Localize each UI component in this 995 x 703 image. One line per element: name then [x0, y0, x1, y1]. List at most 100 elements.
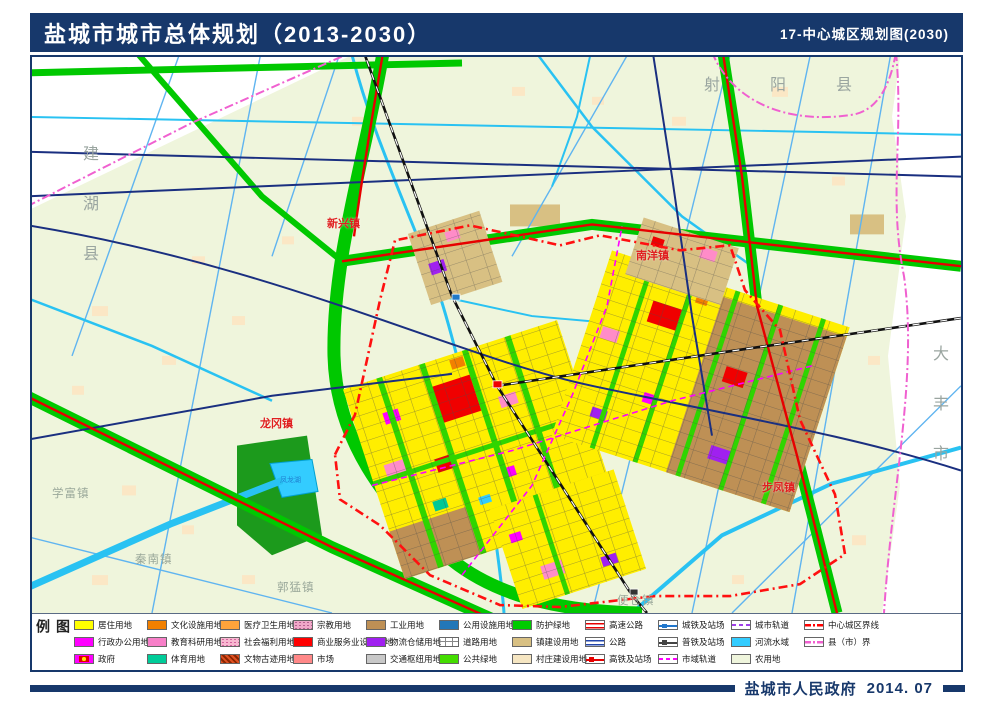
legend-item: 高铁及站场 — [585, 653, 658, 665]
legend-item-label: 政府 — [98, 653, 116, 664]
legend-item: 防护绿地 — [512, 619, 585, 631]
legend-swatch — [585, 620, 605, 631]
planning-map — [32, 57, 961, 613]
legend-item: 文物古迹用地 — [220, 653, 296, 665]
legend-item: 政府 — [74, 653, 147, 665]
legend-item-label: 市场 — [317, 653, 335, 664]
legend-item-label: 高铁及站场 — [609, 653, 652, 664]
legend-swatch — [658, 620, 678, 631]
legend-swatch — [804, 636, 824, 647]
legend-item-label: 道路用地 — [463, 636, 498, 647]
title-bar: 盐城市城市总体规划（2013-2030） 17-中心城区规划图(2030) — [30, 13, 963, 52]
legend-item: 市域轨道 — [658, 653, 731, 665]
legend-item: 行政办公用地 — [74, 636, 150, 648]
legend-item-label: 村庄建设用地 — [536, 653, 588, 664]
legend-swatch — [804, 620, 824, 631]
legend-item-label: 商业服务业设施用地 — [317, 636, 394, 647]
legend-item-label: 普铁及站场 — [682, 636, 725, 647]
legend-item: 市场 — [293, 653, 366, 665]
legend-item-label: 县（市）界 — [828, 636, 871, 647]
legend-item: 教育科研用地 — [147, 636, 222, 648]
legend-item: 道路用地 — [439, 636, 512, 648]
legend-swatch — [512, 653, 532, 664]
legend-item: 物流仓储用地 — [366, 636, 442, 648]
legend-swatch — [366, 620, 386, 631]
town-land-patch — [850, 214, 884, 235]
legend-item-label: 行政办公用地 — [98, 636, 150, 647]
legend-item: 医疗卫生用地 — [220, 619, 296, 631]
legend-item: 社会福利用地 — [220, 636, 296, 648]
legend-item-label: 医疗卫生用地 — [244, 620, 296, 631]
legend-item: 公用设施用地 — [439, 619, 515, 631]
legend-item-label: 中心城区界线 — [828, 620, 880, 631]
stations — [451, 293, 639, 596]
legend-item-label: 宗教用地 — [317, 620, 352, 631]
footer-date: 2014. 07 — [866, 679, 933, 697]
legend-swatch — [512, 636, 532, 647]
legend-swatch — [147, 636, 167, 647]
legend-swatch — [74, 653, 94, 664]
sheet-subtitle: 17-中心城区规划图(2030) — [779, 26, 949, 42]
legend-swatch — [74, 636, 94, 647]
legend-item: 体育用地 — [147, 653, 220, 665]
legend-swatch — [731, 636, 751, 647]
legend-item-label: 文物古迹用地 — [244, 653, 296, 664]
legend-item: 商业服务业设施用地 — [293, 636, 394, 648]
legend-item-label: 交通枢纽用地 — [390, 653, 442, 664]
legend-item: 镇建设用地 — [512, 636, 585, 648]
town-nanyang-fabric — [625, 217, 739, 306]
legend-swatch — [74, 620, 94, 631]
provincial-roads — [32, 57, 961, 472]
legend-swatch — [293, 620, 313, 631]
lake — [269, 459, 319, 498]
legend-item: 县（市）界 — [804, 636, 959, 648]
legend-swatch — [658, 636, 678, 647]
legend-swatch — [439, 653, 459, 664]
legend-swatch — [439, 636, 459, 647]
legend-item: 普铁及站场 — [658, 636, 731, 648]
legend-item: 农用地 — [731, 653, 804, 665]
rail-transit-lines — [371, 226, 813, 576]
legend-swatch — [147, 620, 167, 631]
page-title: 盐城市城市总体规划（2013-2030） — [44, 21, 432, 47]
legend-item-label: 城市轨道 — [755, 620, 790, 631]
legend-swatch — [147, 653, 167, 664]
city-east — [551, 250, 850, 513]
footer-publisher: 盐城市人民政府 — [744, 680, 857, 698]
map-frame: 建湖县 射阳县 大丰市 新兴镇 南洋镇 龙冈镇 步凤镇 学富镇 秦南镇 郭猛镇 … — [30, 55, 963, 672]
legend-item-label: 工业用地 — [390, 620, 425, 631]
legend-item-label: 公共绿地 — [463, 653, 498, 664]
legend-swatch — [220, 636, 240, 647]
legend-item-label: 居住用地 — [98, 620, 133, 631]
legend-swatch — [220, 620, 240, 631]
county-boundaries — [32, 57, 910, 613]
legend-grid: 居住用地行政办公用地 政府 文化设施用地教育科研用地体育用地 医疗卫生用地 社会福利用地… — [74, 617, 959, 667]
footer-rule — [30, 684, 735, 692]
legend-item-label: 体育用地 — [171, 653, 206, 664]
legend-item-label: 公用设施用地 — [463, 620, 515, 631]
legend-item-label: 公路 — [609, 636, 627, 647]
legend-item-label: 城铁及站场 — [682, 620, 725, 631]
legend-item-label: 文化设施用地 — [171, 620, 223, 631]
city-west — [343, 320, 619, 579]
legend-swatch — [585, 653, 605, 664]
legend-swatch — [731, 620, 751, 631]
legend-item-label: 高速公路 — [609, 620, 644, 631]
legend-swatch — [512, 620, 532, 631]
legend-title: 图例 — [35, 619, 71, 645]
city-south — [489, 469, 647, 609]
legend-item-label: 河流水域 — [755, 636, 790, 647]
legend-item-label: 防护绿地 — [536, 620, 571, 631]
legend-item: 居住用地 — [74, 619, 147, 631]
legend-item: 村庄建设用地 — [512, 653, 588, 665]
legend-swatch — [293, 653, 313, 664]
legend-swatch — [439, 620, 459, 631]
legend-item-label: 社会福利用地 — [244, 636, 296, 647]
legend-item-label: 物流仓储用地 — [390, 636, 442, 647]
legend-item: 城市轨道 — [731, 619, 804, 631]
legend-item: 河流水域 — [731, 636, 804, 648]
legend-item: 工业用地 — [366, 619, 439, 631]
legend-item-label: 市域轨道 — [682, 653, 717, 664]
legend-swatch — [366, 636, 386, 647]
legend-item: 高速公路 — [585, 619, 658, 631]
